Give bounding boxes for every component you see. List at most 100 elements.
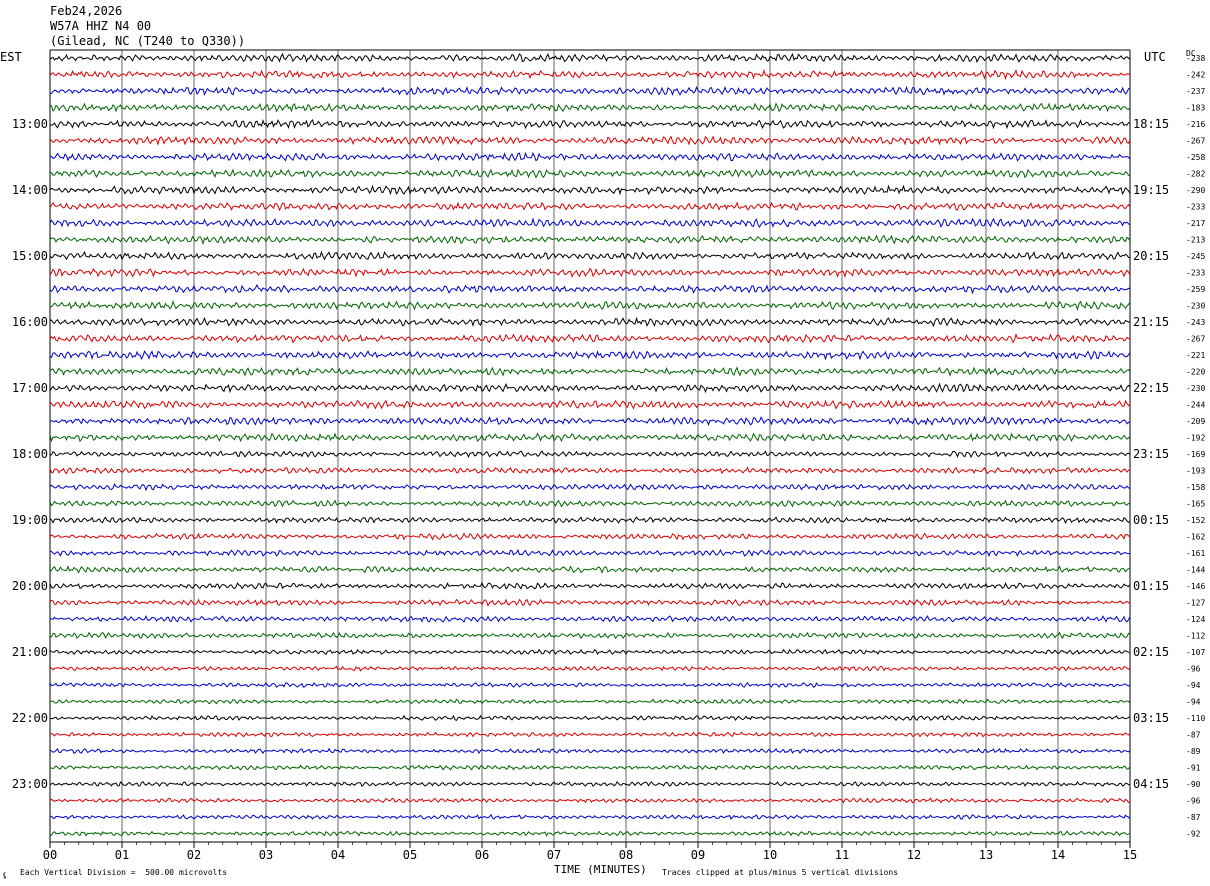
dc-offset-label: -158 [1186,483,1205,492]
seismic-trace [49,349,1131,361]
seismic-trace [49,283,1131,295]
seismic-trace [49,714,1131,722]
seismic-trace [49,102,1131,113]
right-hour-label: 19:15 [1133,183,1169,197]
dc-offset-label: -87 [1186,731,1201,740]
seismic-trace [49,267,1131,279]
seismic-trace [49,482,1131,492]
seismic-trace [49,780,1131,788]
dc-offset-label: -144 [1186,566,1205,575]
right-hour-label: 18:15 [1133,117,1169,131]
seismic-trace [49,698,1131,705]
clip-note: Traces clipped at plus/minus 5 vertical … [662,868,899,877]
dc-offset-label: -282 [1186,170,1205,179]
dc-offset-label: -107 [1186,648,1205,657]
dc-offset-label: -221 [1186,351,1205,360]
seismic-trace [49,581,1131,590]
seismic-trace [49,234,1131,246]
seismic-trace [49,516,1131,524]
dc-offset-label: -165 [1186,500,1205,509]
seismic-trace [49,499,1131,508]
left-hour-label: 13:00 [12,117,48,131]
x-tick-label: 09 [691,848,705,862]
scale-note: Each Vertical Division = 500.00 microvol… [20,868,228,877]
x-tick-label: 02 [187,848,201,862]
chart-station: W57A HHZ N4 00 [50,19,152,33]
right-timezone-label: UTC [1144,50,1166,64]
dc-offset-label: -183 [1186,104,1205,113]
dc-offset-label: -216 [1186,120,1205,129]
right-hour-label: 04:15 [1133,777,1169,791]
dc-offset-label: -237 [1186,87,1205,96]
x-tick-label: 07 [547,848,561,862]
dc-offset-label: -162 [1186,533,1205,542]
dc-offset-label: -96 [1186,665,1201,674]
seismic-trace [49,665,1130,672]
dc-offset-label: -230 [1186,302,1205,311]
right-hour-label: 01:15 [1133,579,1169,593]
dc-offset-label: -193 [1186,467,1205,476]
dc-offset-label: -217 [1186,219,1205,228]
seismic-trace [49,797,1131,804]
x-tick-label: 04 [331,848,345,862]
dc-offset-label: -245 [1186,252,1205,261]
left-timezone-label: EST [0,50,22,64]
dc-offset-label: -110 [1186,714,1205,723]
dc-offset-label: -91 [1186,764,1201,773]
seismic-trace [49,333,1131,344]
seismic-trace [49,747,1131,755]
dc-offset-label: -87 [1186,813,1201,822]
dc-offset-label: -290 [1186,186,1205,195]
x-tick-label: 06 [475,848,489,862]
dc-offset-label: -213 [1186,236,1205,245]
dc-offset-label: -233 [1186,269,1205,278]
seismic-trace [49,614,1131,623]
dc-label: DC [1186,49,1196,58]
right-hour-label: 00:15 [1133,513,1169,527]
x-tick-label: 05 [403,848,417,862]
left-hour-label: 19:00 [12,513,48,527]
seismic-trace [49,415,1131,427]
dc-offset-label: -258 [1186,153,1205,162]
seismic-trace [49,366,1131,377]
seismic-trace [49,151,1131,162]
dc-offset-label: -127 [1186,599,1205,608]
left-hour-label: 16:00 [12,315,48,329]
left-hour-label: 17:00 [12,381,48,395]
seismic-trace [49,168,1130,179]
dc-offset-label: -169 [1186,450,1205,459]
seismic-trace [49,119,1131,130]
seismic-trace [49,184,1131,196]
dc-offset-label: -161 [1186,549,1205,558]
dc-offset-label: -230 [1186,384,1205,393]
dc-offset-label: -112 [1186,632,1205,641]
left-hour-label: 21:00 [12,645,48,659]
right-hour-label: 03:15 [1133,711,1169,725]
dc-offset-label: -267 [1186,137,1205,146]
seismic-trace [49,631,1131,640]
seismic-trace [49,299,1131,311]
x-tick-label: 12 [907,848,921,862]
seismic-trace [49,764,1131,771]
footer-mark-icon: ⚸ [2,871,8,880]
seismic-trace [49,813,1131,820]
seismic-trace [49,548,1131,558]
dc-offset-label: -89 [1186,747,1201,756]
right-hour-label: 02:15 [1133,645,1169,659]
dc-offset-label: -192 [1186,434,1205,443]
seismic-trace [49,432,1131,443]
dc-offset-label: -233 [1186,203,1205,212]
right-hour-label: 21:15 [1133,315,1169,329]
dc-offset-label: -94 [1186,698,1201,707]
right-hour-label: 23:15 [1133,447,1169,461]
chart-location: (Gilead, NC (T240 to Q330)) [50,34,246,48]
left-hour-label: 18:00 [12,447,48,461]
dc-offset-label: -238 [1186,54,1205,63]
seismic-trace [49,316,1131,328]
x-tick-label: 03 [259,848,273,862]
dc-offset-label: -209 [1186,417,1205,426]
seismic-trace [49,217,1131,228]
left-hour-label: 14:00 [12,183,48,197]
dc-offset-label: -90 [1186,780,1201,789]
x-tick-label: 11 [835,848,849,862]
